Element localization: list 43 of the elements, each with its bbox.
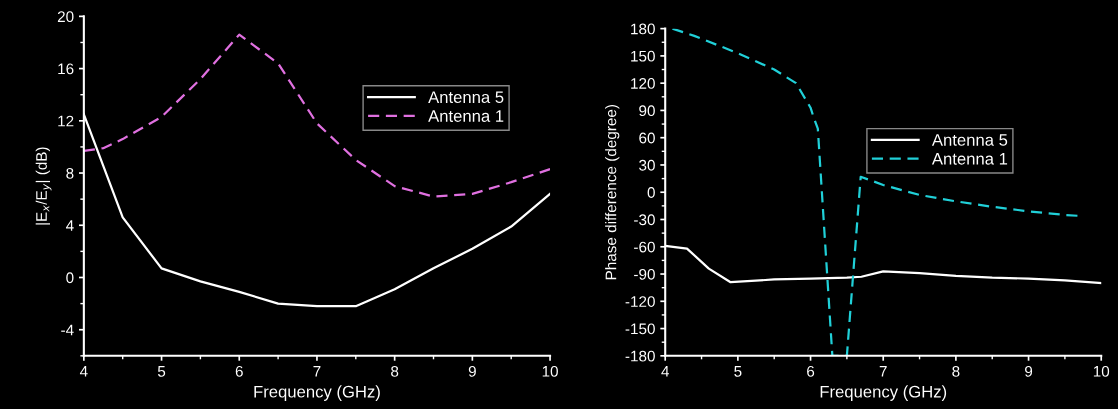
y-tick-label: 16	[58, 63, 74, 75]
y-tick-label: 12	[58, 115, 74, 127]
x-tick-label: 7	[879, 366, 887, 377]
y-tick-label: 120	[631, 78, 655, 89]
x-axis-title: Frequency (GHz)	[820, 385, 947, 401]
y-tick-label: 90	[639, 105, 655, 117]
legend-label: Antenna 1	[931, 153, 1008, 165]
y-tick-label: -60	[634, 241, 655, 253]
x-tick-label: 6	[235, 365, 243, 377]
y-tick-label: -180	[625, 350, 655, 362]
x-tick-label: 8	[391, 365, 399, 377]
x-tick-label: 7	[313, 366, 321, 377]
y-tick-label: 20	[57, 11, 74, 23]
x-tick-label: 9	[468, 365, 476, 377]
y-tick-label: 150	[631, 50, 655, 62]
y-tick-label: -120	[625, 296, 655, 307]
y-tick-label: 0	[66, 272, 74, 284]
legend-label: Antenna 1	[428, 110, 504, 122]
x-tick-label: 6	[807, 365, 815, 377]
x-tick-label: 5	[157, 366, 166, 377]
x-axis-title: Frequency (GHz)	[254, 385, 380, 401]
x-tick-label: 10	[542, 365, 558, 377]
y-tick-label: 60	[639, 132, 655, 144]
y-axis-title: |E$_{x}$/E$_{y}$| (dB)	[35, 147, 52, 225]
y-tick-label: 4	[65, 220, 74, 231]
y-tick-label: 30	[639, 159, 655, 171]
legend-label: Antenna 5	[931, 134, 1008, 146]
y-tick-label: 0	[647, 187, 655, 198]
y-tick-label: -90	[634, 268, 655, 280]
x-tick-label: 5	[734, 366, 742, 377]
y-tick-label: 180	[631, 23, 655, 35]
y-tick-label: -150	[625, 323, 655, 335]
y-tick-label: -30	[634, 214, 655, 226]
x-tick-label: 9	[1025, 365, 1033, 377]
y-tick-label: 8	[66, 167, 74, 179]
x-tick-label: 10	[1093, 365, 1110, 377]
line-series	[83, 33, 551, 198]
x-tick-label: 4	[661, 366, 670, 377]
legend-label: Antenna 5	[428, 91, 504, 104]
y-axis-title: Phase difference (degree)	[605, 104, 620, 280]
y-tick-label: -4	[61, 324, 74, 336]
x-tick-label: 4	[79, 366, 88, 377]
x-tick-label: 8	[952, 365, 960, 377]
